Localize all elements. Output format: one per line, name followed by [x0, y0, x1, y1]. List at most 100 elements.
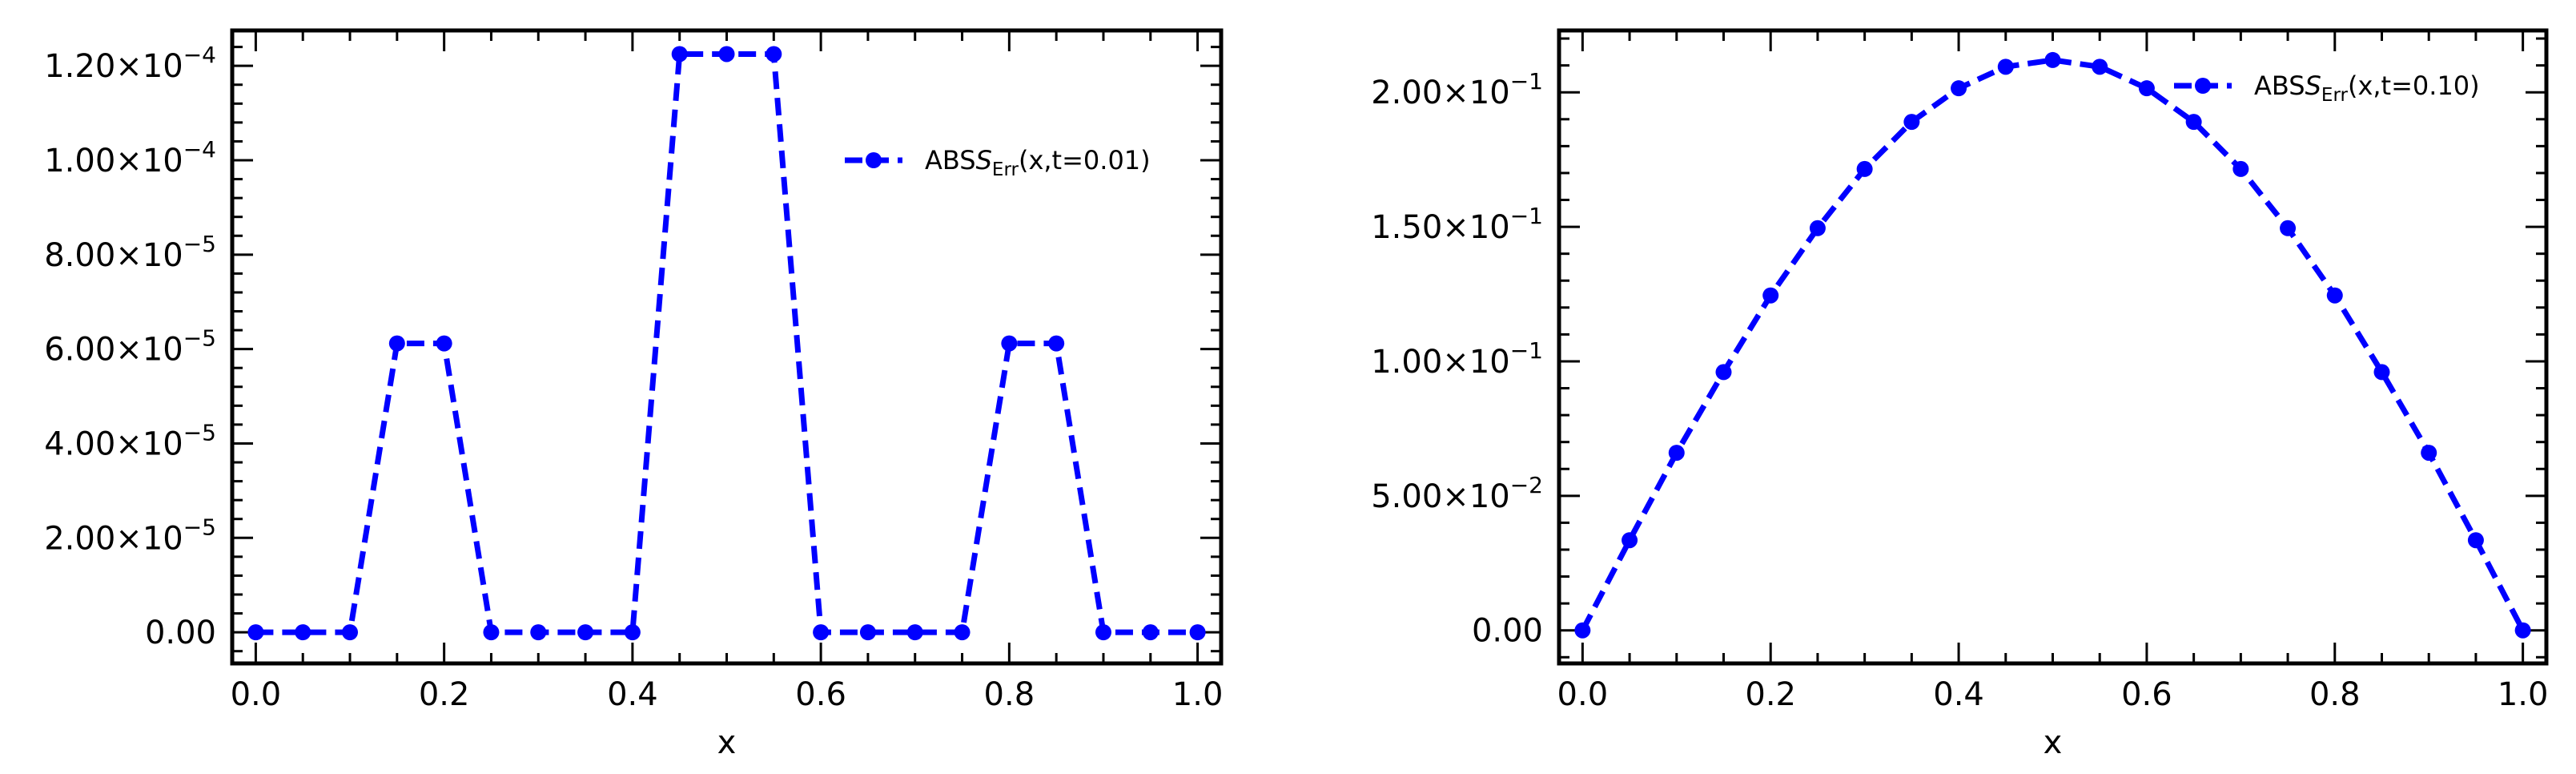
right-y-tick-label: 2.00×10−1	[1371, 68, 1543, 111]
right-y-tick-label: 0.00	[1472, 613, 1543, 650]
right-data-point	[2185, 114, 2202, 131]
left-data-point	[483, 624, 500, 641]
left-data-point	[624, 624, 641, 641]
right-data-point	[1668, 445, 1685, 462]
left-y-tick-mantissa: 1.20×10	[44, 48, 183, 85]
right-data-point	[1903, 114, 1920, 131]
right-legend-name-italic: S	[2305, 71, 2321, 101]
right-y-tick-mantissa: 1.50×10	[1371, 209, 1509, 246]
left-data-point	[342, 624, 359, 641]
left-legend-name-suffix: (x,t=0.01)	[1019, 145, 1151, 175]
right-legend-marker	[2195, 78, 2211, 94]
right-data-point	[1574, 622, 1591, 639]
right-y-tick-label: 1.00×10−1	[1371, 337, 1543, 381]
left-x-tick-label: 0.2	[419, 676, 470, 713]
right-y-tick-mantissa: 0.00	[1472, 613, 1543, 650]
right-data-point	[2421, 445, 2437, 462]
left-x-tick-label: 0.0	[231, 676, 282, 713]
right-data-point	[2326, 287, 2343, 304]
right-y-tick-mantissa: 1.00×10	[1371, 344, 1509, 381]
right-legend: ABSSErr(x,t=0.10)	[2174, 71, 2480, 106]
left-data-point	[718, 46, 735, 62]
left-y-tick-exponent: −5	[183, 419, 216, 445]
left-data-point	[530, 624, 547, 641]
left-data-point	[577, 624, 594, 641]
left-data-point	[1001, 335, 1018, 352]
right-y-tick-label: 5.00×10−2	[1371, 472, 1543, 515]
left-y-tick-mantissa: 0.00	[145, 615, 216, 651]
left-data-point	[1048, 335, 1065, 352]
left-data-point	[436, 335, 452, 352]
right-data-point	[1715, 364, 1732, 381]
right-y-tick-mantissa: 5.00×10	[1371, 478, 1509, 515]
right-y-tick-exponent: −1	[1510, 68, 1543, 95]
left-y-tick-mantissa: 2.00×10	[44, 520, 183, 557]
left-y-tick-label: 4.00×10−5	[44, 419, 216, 462]
right-series-line	[1580, 57, 2526, 632]
left-data-point	[859, 624, 876, 641]
right-chart-panel: 0.0 0.2 0.4 0.6 0.8 1.0x0.005.00×10−21.00×10−…	[1371, 28, 2549, 761]
right-x-tick-label: 0.2	[1745, 676, 1796, 713]
right-x-tick-label: 0.6	[2121, 676, 2172, 713]
left-legend-marker	[866, 152, 882, 168]
right-data-point	[1622, 532, 1638, 549]
right-data-point	[2092, 58, 2108, 75]
left-data-point	[1095, 624, 1111, 641]
left-x-tick-label: 0.6	[795, 676, 846, 713]
right-legend-name-subscript: Err	[2321, 85, 2349, 106]
left-y-tick-label: 1.00×10−4	[44, 136, 216, 179]
left-chart-panel: 0.0 0.2 0.4 0.6 0.8 1.0x0.002.00×10−54.00×10−…	[44, 28, 1224, 761]
left-y-tick-label: 8.00×10−5	[44, 231, 216, 274]
left-data-point	[247, 624, 264, 641]
left-legend: ABSSErr(x,t=0.01)	[845, 145, 1151, 180]
left-y-tick-mantissa: 8.00×10	[44, 237, 183, 274]
right-x-tick-label: 0.4	[1933, 676, 1984, 713]
left-y-tick-mantissa: 1.00×10	[44, 143, 183, 179]
right-x-axis-label: x	[2044, 724, 2063, 761]
right-legend-name: ABS	[2254, 71, 2305, 101]
right-data-point	[2232, 160, 2249, 177]
left-x-tick-label: 0.4	[607, 676, 658, 713]
left-y-tick-exponent: −5	[183, 325, 216, 352]
right-legend-label: ABSSErr(x,t=0.10)	[2254, 71, 2480, 106]
right-data-point	[1809, 220, 1826, 236]
right-data-point	[2467, 532, 2484, 549]
left-y-tick-mantissa: 4.00×10	[44, 425, 183, 462]
left-legend-name: ABS	[925, 145, 976, 175]
right-legend-name-suffix: (x,t=0.10)	[2348, 71, 2480, 101]
right-y-tick-exponent: −2	[1510, 472, 1543, 498]
left-legend-label: ABSSErr(x,t=0.01)	[925, 145, 1151, 180]
left-y-tick-exponent: −4	[183, 136, 216, 163]
left-data-point	[295, 624, 311, 641]
right-x-tick-label: 0.8	[2309, 676, 2361, 713]
right-y-tick-exponent: −1	[1510, 203, 1543, 229]
right-data-point	[2514, 622, 2531, 639]
left-y-tick-mantissa: 6.00×10	[44, 332, 183, 369]
left-y-tick-label: 6.00×10−5	[44, 325, 216, 369]
right-data-point	[1951, 80, 1967, 97]
right-data-point	[2373, 364, 2390, 381]
right-x-tick-label: 1.0	[2498, 676, 2549, 713]
left-y-tick-exponent: −5	[183, 514, 216, 540]
right-x-tick-label: 0.0	[1557, 676, 1609, 713]
left-x-axis-label: x	[717, 724, 737, 761]
left-data-point	[388, 335, 405, 352]
right-data-point	[1997, 58, 2014, 75]
left-y-tick-label: 2.00×10−5	[44, 514, 216, 557]
right-y-tick-label: 1.50×10−1	[1371, 203, 1543, 246]
left-y-tick-exponent: −5	[183, 231, 216, 257]
right-data-point	[1762, 287, 1779, 304]
left-legend-name-italic: S	[976, 145, 992, 175]
left-data-point	[813, 624, 830, 641]
left-y-tick-exponent: −4	[183, 42, 216, 68]
left-legend-name-subscript: Err	[992, 159, 1019, 180]
left-y-tick-label: 1.20×10−4	[44, 42, 216, 85]
left-data-point	[1189, 624, 1206, 641]
left-x-tick-label: 0.8	[984, 676, 1035, 713]
right-data-point	[2044, 51, 2061, 68]
left-data-point	[766, 46, 782, 62]
left-data-point	[906, 624, 923, 641]
right-data-point	[1856, 160, 1873, 177]
right-data-point	[2280, 220, 2297, 236]
